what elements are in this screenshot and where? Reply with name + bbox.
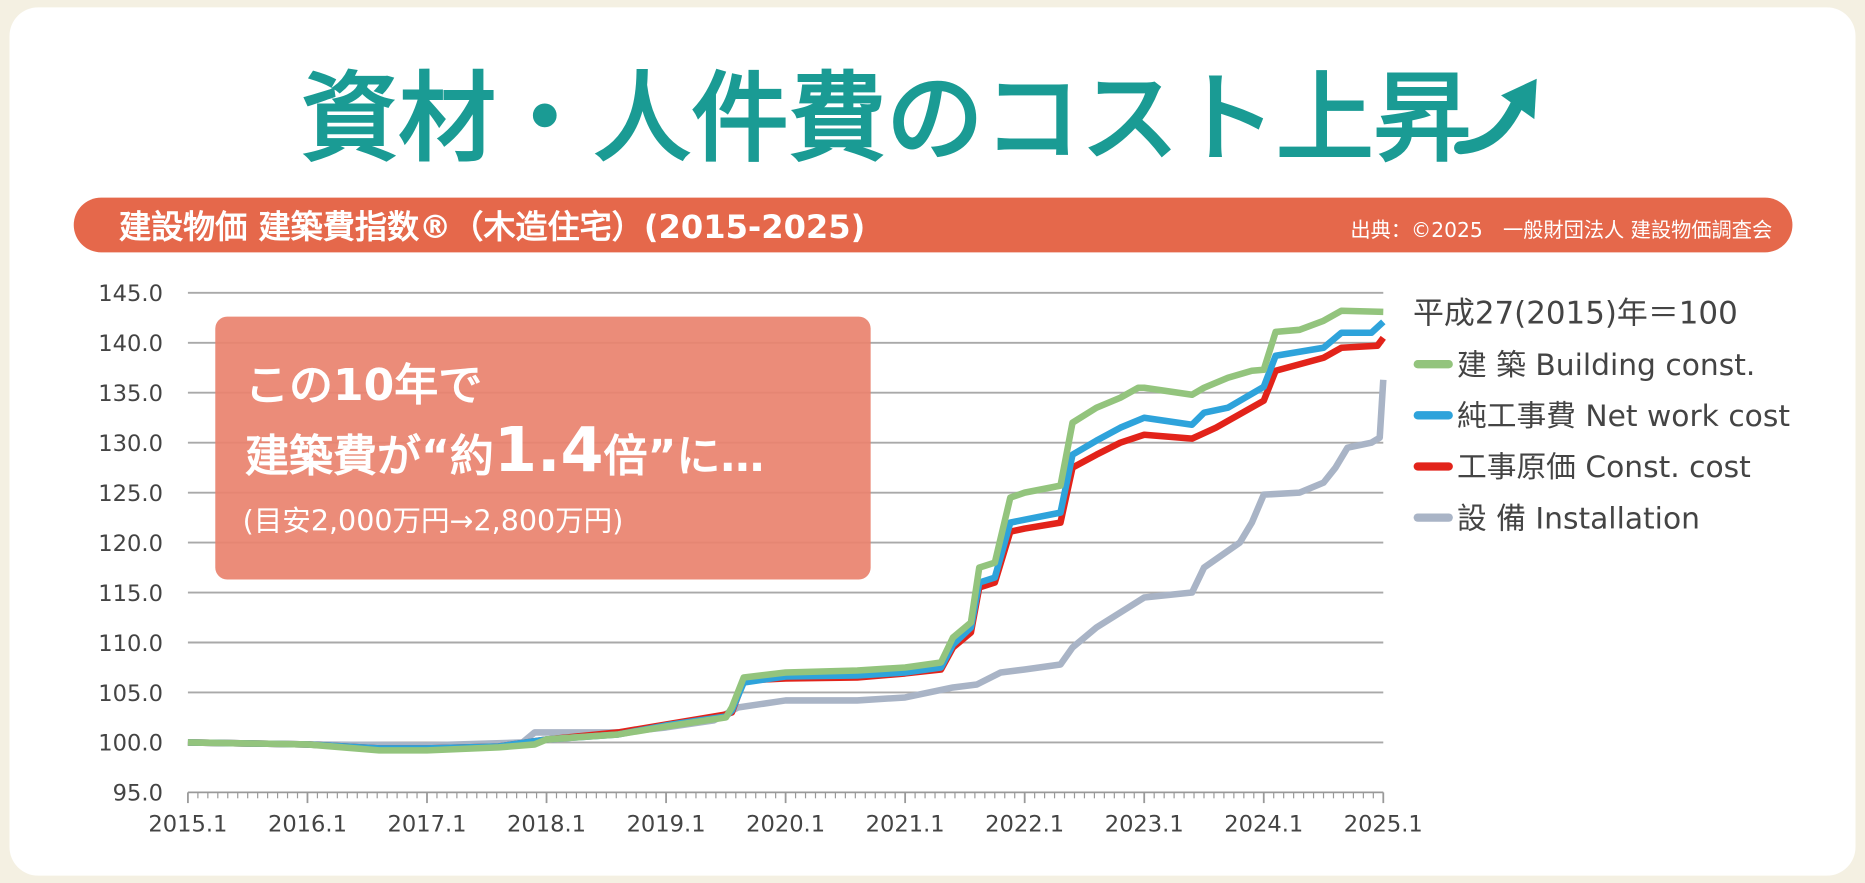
legend-label: 工事原価 Const. cost <box>1457 450 1751 485</box>
base-note: 平成27(2015)年＝100 <box>1413 296 1738 332</box>
arrow-up-right-icon <box>1454 78 1537 155</box>
x-tick-label: 2021.1 <box>866 812 945 838</box>
y-tick-label: 100.0 <box>98 731 163 757</box>
x-tick-label: 2025.1 <box>1344 812 1423 838</box>
y-tick-label: 95.0 <box>113 781 163 807</box>
x-tick-label: 2024.1 <box>1224 812 1303 838</box>
callout-line2-prefix: 建築費が“約 <box>245 431 494 482</box>
callout-line1: この10年で <box>245 360 482 411</box>
series-line-0 <box>187 307 1384 754</box>
chart-title: 建設物価 建築費指数®（木造住宅）(2015-2025) <box>119 208 865 246</box>
x-tick-label: 2019.1 <box>627 812 706 838</box>
y-tick-label: 105.0 <box>98 681 163 707</box>
y-tick-label: 130.0 <box>98 431 163 457</box>
callout-line2-suffix: 倍”に… <box>603 431 764 482</box>
x-tick-label: 2017.1 <box>387 812 466 838</box>
y-tick-label: 135.0 <box>98 381 163 407</box>
x-tick-label: 2016.1 <box>268 812 347 838</box>
y-tick-label: 120.0 <box>98 531 163 557</box>
legend-label: 設 備 Installation <box>1457 501 1700 536</box>
x-tick-label: 2015.1 <box>148 812 227 838</box>
legend-label: 純工事費 Net work cost <box>1457 399 1790 434</box>
x-tick-label: 2020.1 <box>746 812 825 838</box>
y-tick-label: 115.0 <box>98 581 163 607</box>
source-credit: 出典：©2025 一般財団法人 建設物価調査会 <box>1350 218 1772 242</box>
x-axis: 2015.1 2016.1 2017.1 2018.1 2019.1 2020.1 2021… <box>148 791 1423 838</box>
page-title: 資材・人件費のコスト上昇 <box>301 62 1471 176</box>
legend: 建 築 Building const. 純工事費 Net work cost 工事原… <box>1413 348 1790 536</box>
callout-line2: 建築費が“約1.4倍”に… <box>245 414 764 486</box>
callout-box: この10年で 建築費が“約1.4倍”に… (目安2,000万円→2,800万円) <box>215 316 871 580</box>
y-tick-label: 140.0 <box>98 331 163 357</box>
x-tick-label: 2023.1 <box>1105 812 1184 838</box>
y-axis: 95.0 100.0 105.0 110.0 115.0 120.0 125.0 130.0 1… <box>98 281 163 807</box>
series-lines <box>187 307 1387 754</box>
callout-highlight: 1.4 <box>494 414 604 486</box>
x-tick-label: 2022.1 <box>985 812 1064 838</box>
callout-line3: (目安2,000万円→2,800万円) <box>243 505 624 538</box>
y-tick-label: 125.0 <box>98 481 163 507</box>
legend-label: 建 築 Building const. <box>1457 348 1755 383</box>
y-tick-label: 110.0 <box>98 631 163 657</box>
x-tick-label: 2018.1 <box>507 812 586 838</box>
y-tick-label: 145.0 <box>98 281 163 307</box>
chart-banner <box>73 197 1793 253</box>
